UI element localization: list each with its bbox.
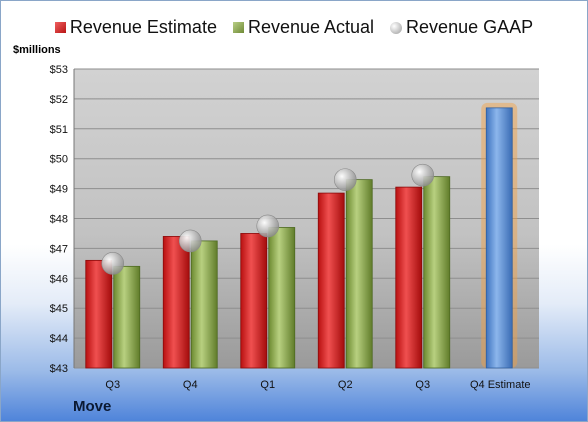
bar-revenue-actual: [190, 240, 218, 369]
marker-revenue-gaap: [178, 229, 202, 253]
bar-revenue-actual: [345, 179, 373, 369]
company-name: Move: [73, 398, 112, 415]
y-tick-label: $50: [50, 154, 68, 166]
x-tick-label: Q1: [260, 379, 275, 391]
x-tick-label: Q3: [105, 379, 120, 391]
y-tick-label: $52: [50, 94, 68, 106]
marker-revenue-gaap: [101, 252, 125, 275]
legend: Revenue Estimate Revenue Actual Revenue …: [1, 17, 587, 38]
y-tick-label: $47: [50, 243, 68, 255]
legend-item-estimate: Revenue Estimate: [54, 17, 217, 38]
estimate-swatch-icon: [54, 22, 66, 33]
y-axis-unit-label: $millions: [13, 44, 61, 56]
y-tick-label: $45: [50, 303, 68, 315]
marker-revenue-gaap: [333, 168, 357, 191]
legend-label-gaap: Revenue GAAP: [406, 17, 534, 37]
bar-revenue-estimate: [162, 236, 190, 369]
legend-label-actual: Revenue Actual: [247, 17, 375, 37]
legend-label-estimate: Revenue Estimate: [69, 17, 217, 37]
y-tick-label: $49: [50, 184, 68, 196]
x-tick-label: Q4: [183, 379, 198, 391]
y-tick-label: $43: [50, 363, 68, 375]
bar-revenue-actual: [423, 176, 451, 369]
bar-revenue-estimate: [85, 259, 113, 369]
legend-item-gaap: Revenue GAAP: [390, 17, 533, 38]
marker-revenue-gaap: [411, 163, 435, 187]
y-tick-label: $48: [50, 214, 68, 226]
gaap-marker-icon: [390, 21, 403, 34]
y-tick-label: $53: [50, 64, 68, 76]
legend-item-actual: Revenue Actual: [232, 17, 375, 38]
x-tick-label: Q4 Estimate: [470, 379, 531, 391]
x-tick-label: Q3: [415, 379, 430, 391]
bar-revenue-estimate: [240, 233, 268, 369]
bar-revenue-estimate: [317, 192, 345, 369]
x-tick-label: Q2: [338, 379, 353, 391]
marker-revenue-gaap: [256, 214, 280, 238]
y-tick-label: $46: [50, 273, 68, 285]
y-tick-label: $44: [50, 333, 68, 345]
bar-revenue-estimate: [395, 186, 423, 369]
bar-revenue-actual: [268, 227, 296, 369]
bar-q4-estimate: [485, 107, 513, 369]
bar-revenue-actual: [113, 265, 141, 369]
actual-swatch-icon: [232, 22, 244, 33]
y-tick-label: $51: [50, 124, 68, 136]
